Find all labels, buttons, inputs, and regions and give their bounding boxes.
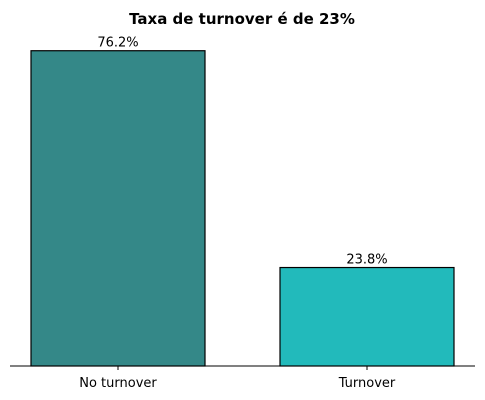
data-label-turnover: 23.8% — [346, 253, 387, 268]
bar-turnover — [279, 266, 455, 367]
bars-group: 76.2% 23.8% — [30, 36, 455, 367]
x-tick-group: No turnover Turnover — [79, 366, 396, 391]
data-label-no-turnover: 76.2% — [97, 36, 138, 51]
bar-no-turnover — [30, 50, 206, 367]
chart-title: Taxa de turnover é de 23% — [129, 10, 355, 28]
x-tick-label-turnover: Turnover — [338, 376, 396, 391]
x-tick-label-no-turnover: No turnover — [79, 376, 157, 391]
